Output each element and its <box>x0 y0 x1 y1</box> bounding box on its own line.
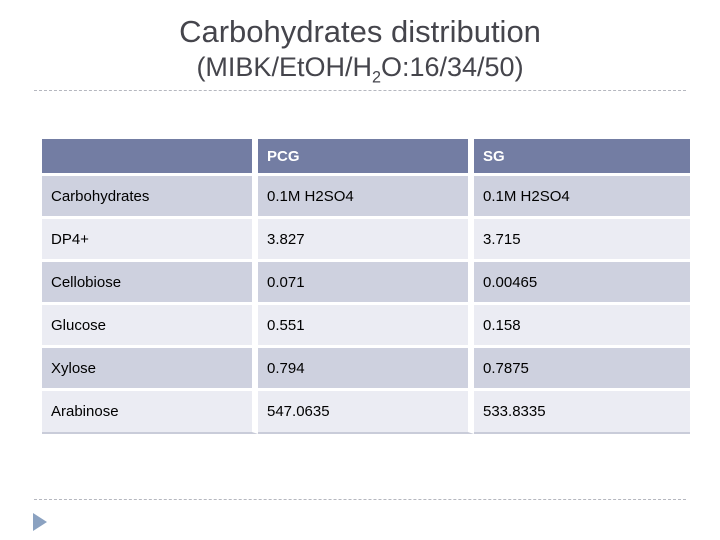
table-row: Arabinose 547.0635 533.8335 <box>42 391 690 434</box>
table-row: DP4+ 3.827 3.715 <box>42 219 690 262</box>
table-header: PCG SG <box>42 139 690 176</box>
value-cell: 0.551 <box>258 305 474 348</box>
value-cell: 533.8335 <box>474 391 690 434</box>
header-cell: PCG <box>258 139 474 176</box>
triangle-right-icon <box>33 513 47 531</box>
row-label-cell: Cellobiose <box>42 262 258 305</box>
row-label-cell: DP4+ <box>42 219 258 262</box>
value-cell: 0.794 <box>258 348 474 391</box>
footer-divider <box>34 499 686 500</box>
value-cell: 0.158 <box>474 305 690 348</box>
page-title: Carbohydrates distribution <box>179 14 541 49</box>
slide-subtitle: (MIBK/EtOH/H2O:16/34/50) <box>0 51 720 85</box>
table-row: Glucose 0.551 0.158 <box>42 305 690 348</box>
table-row: Xylose 0.794 0.7875 <box>42 348 690 391</box>
header-cell: SG <box>474 139 690 176</box>
value-cell: 3.827 <box>258 219 474 262</box>
value-cell: 0.7875 <box>474 348 690 391</box>
value-cell: 0.00465 <box>474 262 690 305</box>
value-cell: 0.071 <box>258 262 474 305</box>
table-body: Carbohydrates 0.1M H2SO4 0.1M H2SO4 DP4+ 3.8… <box>42 176 690 434</box>
row-label-cell: Carbohydrates <box>42 176 258 219</box>
row-label-cell: Xylose <box>42 348 258 391</box>
value-cell: 0.1M H2SO4 <box>258 176 474 219</box>
value-cell: 0.1M H2SO4 <box>474 176 690 219</box>
slide-header: Carbohydrates distribution (MIBK/EtOH/H2… <box>0 14 720 85</box>
header-cell-blank <box>42 139 258 176</box>
carbohydrates-table: PCG SG Carbohydrates 0.1M H2SO4 0.1M H2SO4 D… <box>42 139 690 434</box>
value-cell: 3.715 <box>474 219 690 262</box>
row-label-cell: Glucose <box>42 305 258 348</box>
table-row: Cellobiose 0.071 0.00465 <box>42 262 690 305</box>
title-divider <box>34 90 686 91</box>
subtitle-suffix: O:16/34/50) <box>380 51 524 82</box>
row-label-cell: Arabinose <box>42 391 258 434</box>
subtitle-prefix: (MIBK/EtOH/H <box>196 51 372 82</box>
value-cell: 547.0635 <box>258 391 474 434</box>
subtitle-subscript: 2 <box>371 68 381 87</box>
table-header-row: PCG SG <box>42 139 690 176</box>
table-row: Carbohydrates 0.1M H2SO4 0.1M H2SO4 <box>42 176 690 219</box>
